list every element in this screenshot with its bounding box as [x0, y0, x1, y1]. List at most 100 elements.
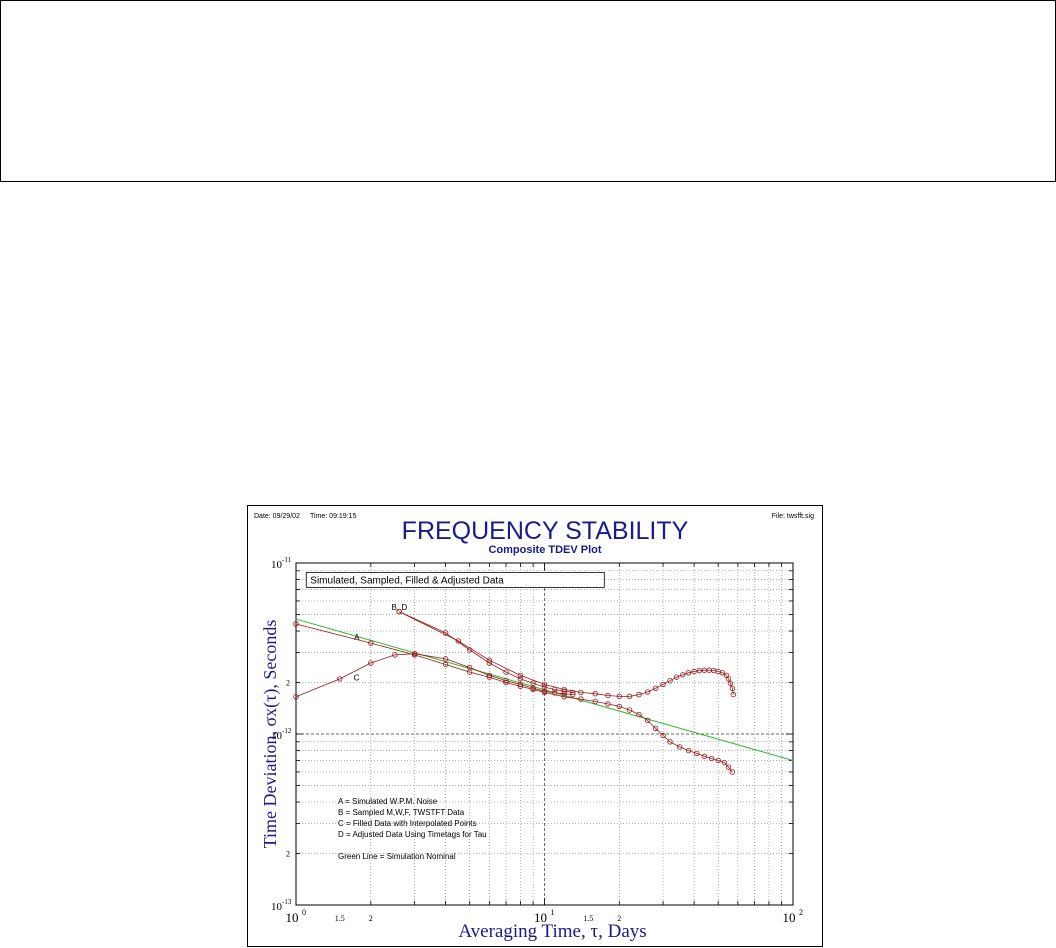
data-point-c	[442, 656, 449, 662]
data-point-a	[293, 621, 299, 627]
data-point-b	[605, 692, 611, 699]
data-point-c	[466, 664, 473, 671]
data-point-d	[486, 660, 493, 666]
data-point-a	[368, 640, 374, 646]
data-point-c	[503, 677, 509, 684]
series-line-a	[295, 623, 733, 773]
data-point-a	[725, 764, 732, 770]
data-point-b	[673, 674, 680, 680]
data-point-d	[530, 680, 536, 686]
data-point-c	[552, 690, 558, 696]
data-point-a	[667, 739, 673, 745]
date-label: Date: 09/29/02	[254, 513, 300, 520]
data-point-c	[486, 672, 493, 679]
data-point-a	[721, 759, 728, 766]
data-point-b	[636, 691, 642, 698]
data-point-a	[626, 707, 633, 713]
y-tick-label: 10	[271, 559, 283, 571]
data-point-a	[605, 701, 611, 707]
x-tick-label: 10	[783, 910, 796, 925]
y-tick-label: 2	[286, 850, 290, 859]
series-line-d	[398, 611, 573, 693]
data-point-b	[517, 672, 524, 679]
y-axis-label: Time Deviation, σx(τ), Seconds	[260, 620, 281, 849]
y-tick-exponent: -12	[282, 727, 292, 735]
data-point-b	[616, 693, 623, 700]
data-point-a	[708, 755, 715, 762]
data-point-a	[701, 753, 708, 760]
curve-label: A	[354, 633, 360, 642]
data-point-d	[541, 684, 548, 690]
curve-label: B, D	[392, 603, 408, 612]
grid-lines	[296, 563, 793, 905]
y-tick-label: 10	[271, 901, 283, 913]
x-tick-label: 10	[534, 910, 547, 925]
data-point-b	[727, 680, 734, 686]
data-point-c	[293, 694, 299, 700]
data-point-a	[561, 694, 567, 700]
data-point-a	[636, 711, 642, 718]
data-point-a	[652, 725, 659, 731]
x-tick-label: 10	[286, 910, 299, 925]
data-point-a	[442, 661, 449, 668]
chart-frame: Date: 09/29/02 Time: 09:19:15 File: twsf…	[247, 505, 823, 947]
annotation-box-text: Simulated, Sampled, Filled & Adjusted Da…	[310, 575, 504, 586]
data-point-a	[592, 698, 598, 705]
time-label: Time: 09:19:15	[310, 513, 357, 520]
data-point-d	[396, 608, 402, 615]
data-point-a	[694, 750, 700, 757]
data-point-a	[644, 717, 651, 724]
data-point-d	[570, 689, 576, 696]
data-point-c	[411, 650, 418, 657]
data-point-b	[667, 677, 673, 684]
data-point-d	[552, 686, 558, 693]
file-label: File: twsfft.sig	[772, 513, 814, 520]
data-point-b	[652, 685, 659, 692]
data-point-b	[691, 668, 697, 675]
series-c	[293, 650, 576, 700]
data-point-a	[503, 679, 509, 686]
series-a	[293, 621, 736, 775]
x-tick-label: 1.5	[583, 914, 593, 923]
data-point-c	[541, 688, 548, 694]
data-point-c	[368, 660, 374, 666]
x-tick-exponent: 0	[302, 908, 306, 917]
data-point-b	[730, 691, 736, 698]
data-point-b	[685, 670, 692, 676]
data-point-c	[392, 652, 398, 658]
data-point-c	[570, 691, 576, 698]
data-point-a	[685, 747, 692, 754]
x-axis-label: Averaging Time, τ, Days	[458, 921, 646, 942]
data-point-a	[578, 696, 584, 702]
x-tick-exponent: 2	[799, 908, 803, 917]
annotation-box-border	[305, 571, 605, 588]
data-point-c	[530, 685, 536, 692]
data-point-a	[660, 732, 666, 739]
data-point-a	[616, 703, 623, 710]
legend-note: Green Line = Simulation Nominal	[338, 852, 456, 861]
data-point-b	[696, 667, 703, 674]
data-point-b	[660, 681, 666, 688]
legend-entry: B = Sampled M,W,F, TWSTFT Data	[338, 808, 465, 817]
series-line-b	[398, 611, 734, 697]
tdev-chart: Date: 09/29/02 Time: 09:19:15 File: twsf…	[254, 513, 814, 942]
data-point-a	[729, 769, 736, 775]
data-point-d	[503, 669, 509, 675]
chart-title: FREQUENCY STABILITY	[402, 517, 689, 545]
data-point-b	[719, 670, 726, 676]
legend-entry: C = Filled Data with Interpolated Points	[338, 819, 477, 828]
data-point-b	[561, 686, 567, 693]
y-tick-label: 2	[286, 679, 290, 688]
top-empty-panel	[0, 0, 1056, 182]
data-point-d	[517, 676, 524, 682]
data-point-b	[455, 638, 462, 644]
y-tick-exponent: -11	[282, 556, 292, 564]
data-point-d	[442, 630, 449, 636]
chart-subtitle: Composite TDEV Plot	[488, 544, 601, 556]
curve-label: C	[354, 674, 360, 683]
data-point-d	[561, 688, 567, 694]
data-point-d	[466, 647, 473, 653]
data-point-a	[486, 674, 493, 680]
y-tick-label: 10	[271, 730, 283, 742]
y-tick-exponent: -13	[282, 898, 292, 906]
